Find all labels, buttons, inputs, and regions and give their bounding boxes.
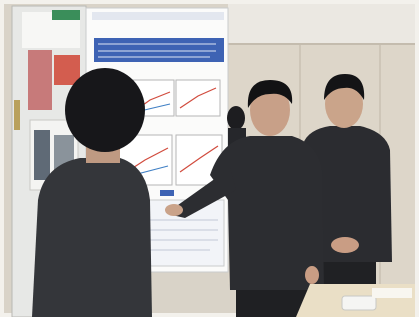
right-student-legs <box>318 262 376 284</box>
background-person-head <box>227 106 245 130</box>
left-student-hair <box>65 68 145 152</box>
chart-panel <box>176 80 220 116</box>
table-paper <box>372 288 412 298</box>
page <box>0 0 419 317</box>
photo <box>0 0 419 317</box>
poster-marker <box>160 190 174 196</box>
poster-hypothesis-box <box>94 38 224 62</box>
right-student-hands <box>331 237 359 253</box>
presenter-hand <box>165 204 183 216</box>
upper-wall <box>228 4 415 44</box>
presenter-hand <box>305 266 319 284</box>
left-poster-photo <box>54 55 80 85</box>
left-poster-photo <box>34 130 50 180</box>
left-poster-photo <box>28 50 52 110</box>
board-clip <box>14 100 20 130</box>
table-box <box>342 296 376 310</box>
presenter-legs <box>236 290 308 317</box>
left-poster-header <box>52 10 80 20</box>
poster-title-bar <box>92 12 224 20</box>
left-student-body <box>32 158 152 317</box>
